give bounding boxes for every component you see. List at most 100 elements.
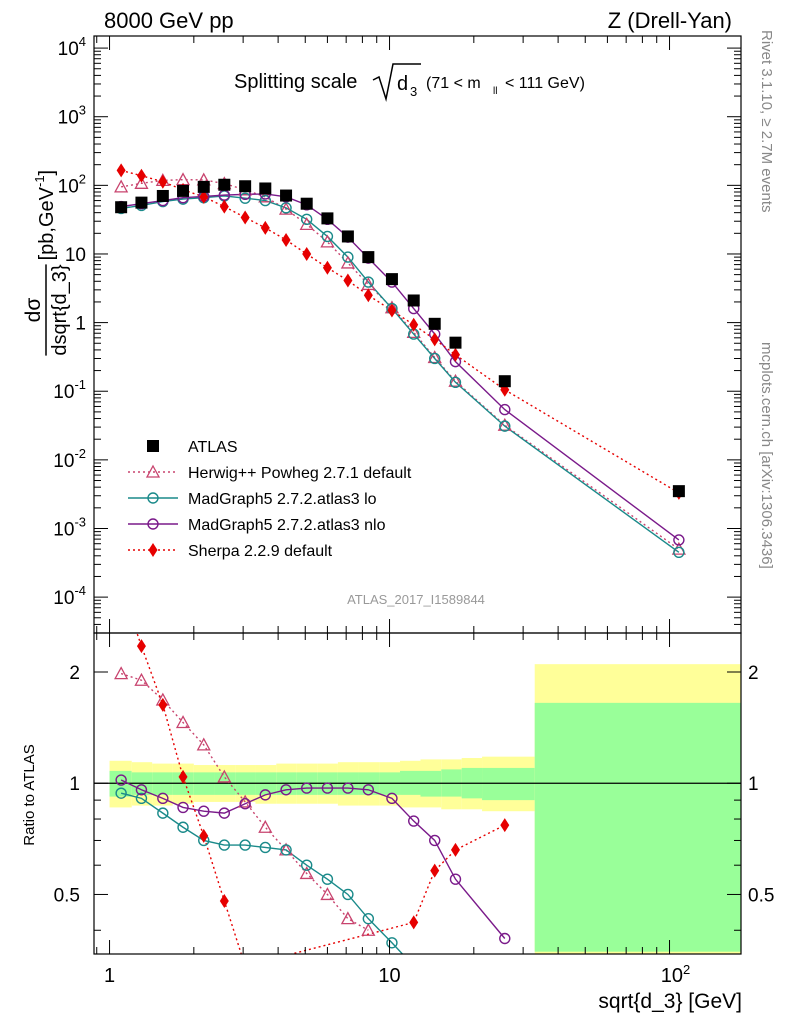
main-point-herwig [320,234,335,248]
ratio-point-sherpa [430,863,440,878]
main-point-sherpa [281,232,291,247]
y-tick-label: 10-4 [53,583,86,609]
main-point-atlas [449,336,462,349]
legend-marker-atlas [147,440,159,452]
ratio-point-herwig [175,715,191,729]
main-point-atlas [672,485,685,498]
main-point-madgraph_lo [259,194,272,207]
ratio-point-madgraph_nlo [218,807,231,819]
ratio-point-madgraph_nlo [408,815,420,827]
ratio-point-madgraph_lo [321,873,334,885]
main-point-sherpa [450,347,460,362]
plot-title: Splitting scale d 3 (71 < m ll < 111 GeV… [234,63,585,102]
y-tick-label: 102 [58,171,86,197]
main-point-sherpa [322,260,332,275]
main-point-atlas [239,180,252,193]
legend-label-madgraph_nlo: MadGraph5 2.7.2.atlas3 nlo [188,517,386,534]
legend-marker-madgraph_nlo [147,518,159,530]
main-point-sherpa [387,303,397,318]
y-label-denominator: dsqrt{d_3} [49,264,71,356]
sqrt-sign-icon [372,63,421,102]
ratio-uncertainty-bands [109,664,741,954]
main-point-madgraph_lo [280,202,292,214]
ratio-band-inner [482,767,535,801]
ratio-point-herwig [196,737,211,751]
ratio-point-sherpa [219,894,229,909]
ratio-point-madgraph_lo [135,792,148,805]
plot-title-sqrt-arg: d [397,73,408,95]
plot-title-cut-sub: ll [493,86,497,97]
ratio-point-madgraph_nlo [362,784,375,796]
rivet-version-label: Rivet 3.1.10, ≥ 2.7M events [758,30,775,213]
main-point-herwig [448,373,463,387]
main-point-atlas [321,212,334,225]
plot-title-sqrt-sub: 3 [410,84,417,99]
legend-label-sherpa: Sherpa 2.2.9 default [188,543,333,560]
main-point-atlas [280,189,293,202]
legend-label-atlas: ATLAS [188,439,238,456]
y-axis-label-main: dσ dsqrt{d_3} [22,264,71,356]
ratio-point-madgraph_lo [342,888,354,901]
analysis-watermark: ATLAS_2017_I1589844 [347,592,485,607]
ratio-point-sherpa [199,828,209,843]
ratio-point-herwig [217,769,232,783]
y-tick-label: 10 [65,245,86,266]
ratio-point-madgraph_nlo [321,782,334,794]
y-tick-label: 103 [58,103,86,129]
ratio-frame [93,632,742,955]
legend-marker-madgraph_lo [147,492,159,504]
main-point-sherpa [409,317,419,332]
header-right: Z (Drell-Yan) [608,8,732,33]
plot-title-cut-close: < 111 GeV) [505,75,585,92]
ratio-point-herwig [361,922,376,936]
main-point-sherpa [219,199,229,214]
ratio-point-madgraph_nlo [386,792,398,805]
legend-marker-herwig [145,464,161,478]
y-tick-label: 104 [58,34,86,60]
ratio-y-tick-label-left: 0.5 [54,885,80,906]
legend-label-herwig: Herwig++ Powheg 2.7.1 default [188,465,412,482]
main-point-herwig [114,179,129,193]
ratio-point-madgraph_lo [301,859,313,871]
ratio-point-sherpa [178,769,188,784]
ratio-point-madgraph_nlo [342,782,354,794]
main-point-sherpa [136,168,146,183]
ratio-point-sherpa [500,818,510,833]
ratio-point-madgraph_lo [177,821,189,833]
y-label-numerator: dσ [22,298,45,323]
ratio-series-markers [114,639,511,973]
main-point-atlas [362,251,375,264]
x-tick-label: 1 [104,965,115,987]
main-series-markers [114,163,686,558]
ratio-point-madgraph_nlo [449,873,462,885]
ratio-point-madgraph_nlo [135,784,148,796]
x-tick-label: 10 [378,965,400,987]
ratio-point-sherpa [158,697,168,712]
ratio-point-sherpa [409,915,419,930]
ratio-y-tick-label-left: 1 [69,774,80,795]
main-point-madgraph_lo [301,213,313,226]
main-point-madgraph_lo [321,230,334,243]
main-point-madgraph_nlo [673,534,685,546]
main-point-madgraph_lo [499,420,511,432]
main-point-sherpa [260,220,270,235]
y-axis-units: [pb,GeV-1] [32,170,58,261]
ratio-point-madgraph_nlo [499,932,511,945]
x-tick-label: 102 [661,962,690,987]
main-point-sherpa [158,174,168,189]
legend: ATLAS Herwig++ Powheg 2.7.1 default MadGra… [128,439,412,560]
main-point-madgraph_lo [342,251,354,263]
main-line-madgraph_nlo [121,193,680,541]
ratio-point-herwig [299,866,314,880]
main-point-madgraph_lo [362,276,375,288]
main-point-madgraph_lo [449,376,462,388]
ratio-point-madgraph_nlo [280,784,292,796]
ratio-point-madgraph_nlo [429,834,441,847]
ratio-band-inner [534,702,741,952]
ratio-point-madgraph_nlo [259,789,272,801]
ratio-y-tick-label-right: 0.5 [748,885,774,906]
ratio-point-sherpa [241,959,250,973]
main-point-atlas [218,178,231,191]
main-point-atlas [115,201,128,214]
main-point-atlas [177,184,190,197]
